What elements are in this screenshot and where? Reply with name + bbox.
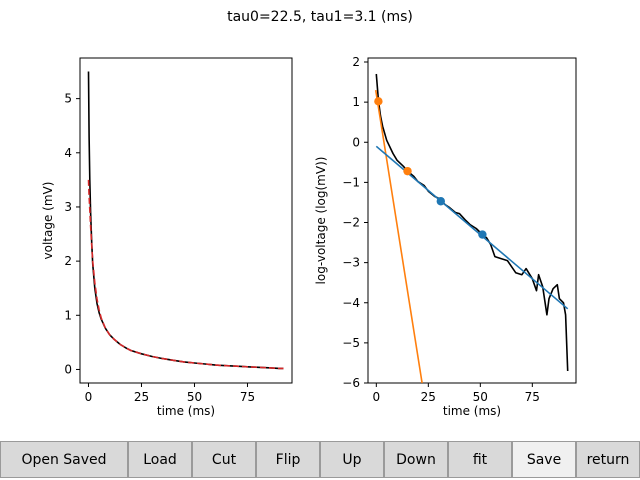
x-axis-label: time (ms): [443, 404, 501, 418]
y-tick-label: 4: [64, 146, 72, 160]
x-tick-label: 0: [85, 390, 93, 404]
figure-canvas: tau0=22.5, tau1=3.1 (ms) 0 25 50 75 0 1 2 3 4 5 ti…: [41, 9, 577, 418]
plot-area: [374, 73, 569, 383]
flip-button[interactable]: Flip: [256, 441, 320, 478]
y-tick-label: −2: [342, 216, 360, 230]
figure-suptitle: tau0=22.5, tau1=3.1 (ms): [227, 9, 413, 25]
fit-point-0: [374, 97, 383, 106]
x-tick-label: 0: [372, 390, 380, 404]
load-button[interactable]: Load: [128, 441, 192, 478]
return-button[interactable]: return: [576, 441, 640, 478]
open-saved-button[interactable]: Open Saved: [0, 441, 128, 478]
y-tick-label: −6: [342, 376, 360, 390]
cut-button[interactable]: Cut: [192, 441, 256, 478]
log-voltage-axes: 0 25 50 75 2 1 0 −1 −2 −3 −4 −5 −6 time (ms) log-volta…: [314, 55, 577, 418]
x-tick-label: 75: [240, 390, 255, 404]
plot-area: [87, 71, 284, 370]
voltage-axes: 0 25 50 75 0 1 2 3 4 5 time (ms) voltage (mV): [41, 57, 293, 418]
y-tick-label: −1: [342, 175, 360, 189]
y-tick-label: −5: [342, 336, 360, 350]
axes-frame: [367, 57, 577, 384]
save-button[interactable]: Save: [512, 441, 576, 478]
y-tick-label: 0: [64, 362, 72, 376]
x-axis-label: time (ms): [157, 404, 215, 418]
y-tick-label: 5: [64, 92, 72, 106]
fit-point-1: [403, 166, 412, 176]
button-toolbar: Open Saved Load Cut Flip Up Down fit Sav…: [0, 441, 640, 480]
series-line-1: [87, 179, 284, 370]
y-tick-label: 0: [352, 135, 360, 149]
up-button[interactable]: Up: [320, 441, 384, 478]
axes-frame: [79, 57, 293, 384]
x-tick-label: 25: [421, 390, 436, 404]
y-tick-label: −4: [342, 296, 360, 310]
series-line-1: [374, 89, 423, 383]
y-tick-label: 2: [352, 55, 360, 69]
x-tick-label: 50: [187, 390, 202, 404]
y-tick-label: 3: [64, 200, 72, 214]
y-axis-label: log-voltage (log(mV)): [314, 157, 328, 285]
y-tick-label: −3: [342, 256, 360, 270]
fit-point-2: [436, 197, 445, 206]
x-tick-label: 50: [473, 390, 488, 404]
y-tick-label: 1: [64, 308, 72, 322]
y-axis-label: voltage (mV): [41, 182, 55, 260]
y-tick-label: 1: [352, 95, 360, 109]
fit-point-3: [478, 230, 487, 239]
y-tick-label: 2: [64, 254, 72, 268]
x-tick-label: 75: [525, 390, 540, 404]
down-button[interactable]: Down: [384, 441, 448, 478]
fit-button[interactable]: fit: [448, 441, 512, 478]
series-line-0: [375, 73, 569, 372]
x-tick-label: 25: [134, 390, 149, 404]
series-line-0: [87, 71, 284, 370]
